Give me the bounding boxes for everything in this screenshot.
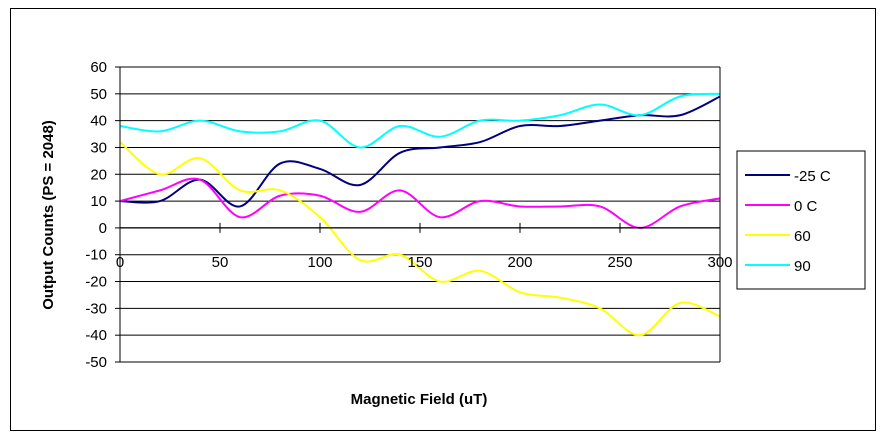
x-axis-title: Magnetic Field (uT) bbox=[351, 391, 488, 408]
x-tick-label: 150 bbox=[407, 254, 432, 271]
y-axis-title: Output Counts (PS = 2048) bbox=[40, 120, 57, 310]
y-tick-label: 30 bbox=[90, 139, 107, 156]
legend-label: 90 bbox=[794, 258, 811, 275]
y-tick-label: -40 bbox=[85, 327, 107, 344]
x-tick-label: 50 bbox=[212, 254, 229, 271]
legend-items: -25 C 0 C 60 90 bbox=[745, 168, 831, 275]
y-tick-label: 0 bbox=[99, 220, 107, 237]
series-lines bbox=[119, 92, 721, 337]
legend-label: 0 C bbox=[794, 198, 818, 215]
series-line-0 bbox=[119, 95, 721, 208]
x-tick-labels: 0 50 100 150 200 250 300 bbox=[116, 254, 733, 271]
y-tick-labels: 60 50 40 30 20 10 0 -10 -20 -30 -40 -50 bbox=[85, 59, 107, 371]
series-line-1 bbox=[119, 177, 721, 229]
x-tick-label: 0 bbox=[116, 254, 124, 271]
chart-area bbox=[10, 8, 876, 431]
x-tick-label: 100 bbox=[307, 254, 332, 271]
y-tick-label: 40 bbox=[90, 113, 107, 130]
x-tick-label: 250 bbox=[607, 254, 632, 271]
axes bbox=[115, 66, 721, 363]
y-tick-label: 20 bbox=[90, 166, 107, 183]
y-tick-label: -20 bbox=[85, 274, 107, 291]
y-tick-label: 60 bbox=[90, 59, 107, 76]
legend: -25 C 0 C 60 90 bbox=[736, 150, 866, 290]
y-tick-label: -30 bbox=[85, 300, 107, 317]
y-tick-label: -10 bbox=[85, 247, 107, 264]
gridlines bbox=[120, 66, 720, 363]
series-line-2 bbox=[119, 141, 721, 337]
x-tick-label: 300 bbox=[707, 254, 732, 271]
y-tick-label: -50 bbox=[85, 354, 107, 371]
legend-label: -25 C bbox=[794, 168, 831, 185]
y-tick-label: 50 bbox=[90, 86, 107, 103]
x-tick-label: 200 bbox=[507, 254, 532, 271]
y-tick-label: 10 bbox=[90, 193, 107, 210]
legend-label: 60 bbox=[794, 228, 811, 245]
series-line-3 bbox=[119, 92, 721, 149]
